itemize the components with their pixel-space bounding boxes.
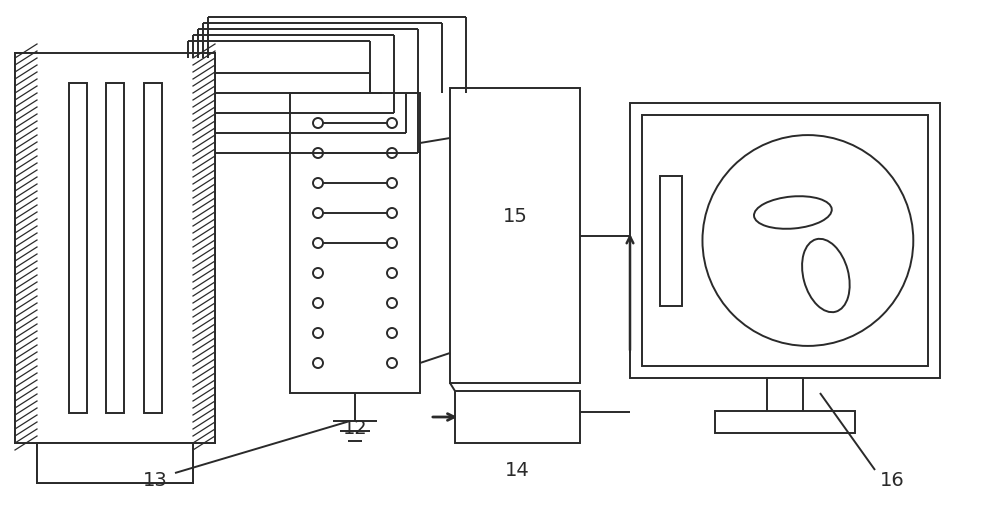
Text: 14: 14 — [505, 461, 529, 481]
Text: 15: 15 — [503, 206, 527, 226]
Bar — [68, 83, 87, 413]
Bar — [181, 61, 193, 435]
Bar — [630, 103, 940, 378]
Bar — [193, 53, 215, 443]
Bar — [37, 61, 49, 435]
Bar — [181, 61, 193, 435]
Bar — [660, 175, 682, 305]
Bar — [37, 443, 193, 483]
Bar — [37, 61, 49, 435]
Bar — [450, 88, 580, 383]
Bar — [455, 391, 580, 443]
Text: 12: 12 — [343, 419, 367, 437]
Bar — [642, 115, 928, 366]
Bar — [290, 93, 420, 393]
Bar — [715, 411, 855, 433]
Bar — [144, 83, 162, 413]
Bar — [106, 83, 124, 413]
Text: 16: 16 — [880, 470, 904, 490]
Bar — [767, 378, 803, 415]
Bar — [15, 53, 37, 443]
Bar — [15, 53, 215, 443]
Text: 13: 13 — [143, 470, 167, 490]
Bar — [15, 53, 37, 443]
Bar — [193, 53, 215, 443]
Bar — [37, 443, 193, 483]
